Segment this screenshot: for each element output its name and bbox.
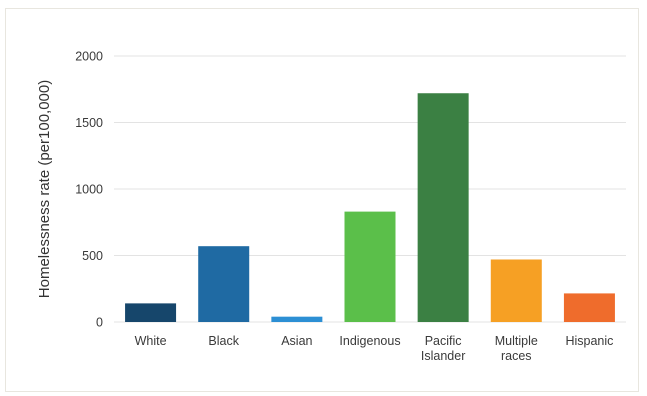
bar (563, 293, 615, 322)
y-axis-ticks: 0 500 1000 1500 2000 (75, 50, 103, 330)
bars (125, 93, 615, 323)
y-tick-label: 1500 (75, 116, 103, 130)
y-tick-label: 1000 (75, 183, 103, 197)
x-category-label: Multiple races (495, 334, 538, 363)
y-tick-label: 0 (96, 316, 103, 330)
bar (271, 316, 323, 322)
y-tick-label: 2000 (75, 50, 103, 64)
bar (417, 93, 469, 323)
x-category-label: White (135, 334, 167, 348)
bar (490, 259, 542, 322)
chart-panel (5, 8, 639, 392)
y-tick-label: 500 (82, 249, 103, 263)
bar (198, 246, 250, 322)
bar (344, 211, 396, 322)
x-axis-categories: White Black Asian Indigenous Pacific Islander… (135, 334, 614, 363)
x-category-label: Indigenous (339, 334, 400, 348)
y-axis-title: Homelessness rate (per100,000) (36, 80, 53, 298)
x-category-label: Hispanic (565, 334, 613, 348)
x-category-label: Asian (281, 334, 312, 348)
bar (125, 303, 177, 322)
x-category-label: Black (208, 334, 239, 348)
x-category-label: Pacific Islander (421, 334, 465, 363)
